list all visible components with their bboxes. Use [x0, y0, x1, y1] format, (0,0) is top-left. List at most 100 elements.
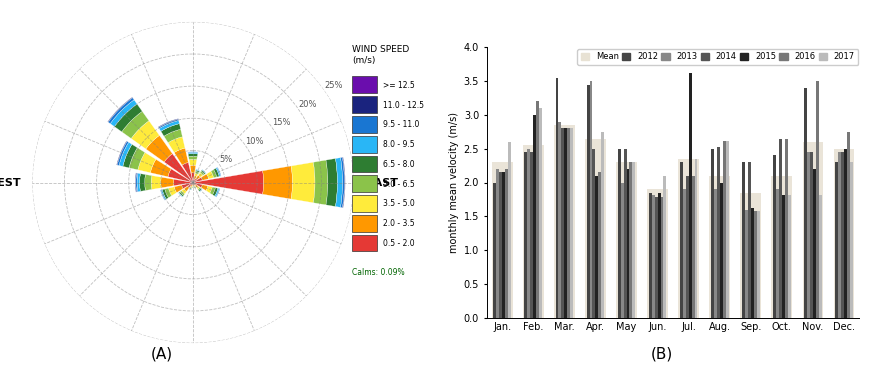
Bar [632, 162, 635, 318]
Bar [819, 195, 822, 318]
Bar [748, 162, 751, 318]
Bar [194, 185, 196, 187]
Bar [190, 185, 192, 187]
Bar [160, 190, 165, 200]
Bar [195, 173, 198, 177]
Bar [717, 147, 720, 318]
Bar [139, 174, 146, 191]
Bar [589, 81, 593, 318]
Bar [835, 162, 838, 318]
Bar [772, 176, 792, 318]
Bar [720, 182, 723, 318]
Bar [494, 182, 496, 318]
Bar [194, 176, 196, 179]
Bar [353, 235, 377, 251]
Bar [189, 188, 191, 189]
Bar [505, 169, 508, 318]
Bar [188, 152, 198, 154]
Bar [326, 158, 338, 207]
Bar [723, 141, 725, 318]
Bar [188, 152, 198, 153]
Bar [193, 182, 203, 188]
Bar [353, 195, 377, 212]
Bar [108, 98, 134, 124]
Bar [533, 115, 536, 318]
Bar [834, 149, 854, 318]
Bar [776, 189, 779, 318]
Bar [188, 182, 193, 188]
Bar [844, 149, 847, 318]
Bar [602, 132, 604, 318]
Bar [196, 170, 200, 173]
Bar [200, 171, 204, 176]
Bar [536, 101, 539, 318]
Bar [193, 182, 194, 184]
Bar [539, 108, 542, 318]
Bar [773, 155, 776, 318]
Bar [196, 185, 198, 188]
Legend: Mean, 2012, 2013, 2014, 2015, 2016, 2017: Mean, 2012, 2013, 2014, 2015, 2016, 2017 [577, 49, 859, 65]
Bar [159, 119, 179, 128]
Text: 8.0 - 9.5: 8.0 - 9.5 [383, 140, 415, 149]
Bar [682, 189, 686, 318]
Bar [201, 174, 209, 180]
Bar [198, 187, 201, 191]
Bar [559, 122, 561, 318]
Bar [658, 193, 660, 318]
Text: 11.0 - 12.5: 11.0 - 12.5 [383, 101, 424, 110]
Bar [841, 152, 844, 318]
Bar [161, 189, 167, 200]
Bar [807, 152, 810, 318]
Bar [585, 139, 606, 318]
Bar [191, 173, 195, 182]
Bar [788, 195, 791, 318]
Bar [202, 169, 206, 174]
Bar [193, 184, 195, 186]
Bar [353, 96, 377, 113]
Bar [524, 152, 527, 318]
Bar [751, 208, 753, 318]
Bar [781, 195, 785, 318]
Text: WEST: WEST [0, 177, 21, 188]
Bar [785, 139, 788, 318]
Bar [145, 174, 152, 191]
Text: 6.5 - 8.0: 6.5 - 8.0 [383, 160, 415, 169]
Bar [678, 159, 699, 318]
Bar [201, 170, 205, 174]
Bar [810, 152, 813, 318]
Bar [192, 186, 194, 187]
Bar [150, 159, 171, 177]
Bar [664, 176, 667, 318]
Bar [193, 182, 196, 186]
Bar [214, 168, 219, 177]
Bar [207, 171, 214, 179]
Bar [725, 141, 729, 318]
Bar [353, 215, 377, 231]
Bar [196, 175, 200, 180]
Bar [132, 121, 160, 149]
Bar [192, 184, 194, 186]
Bar [196, 186, 200, 189]
Bar [531, 152, 533, 318]
Bar [162, 189, 168, 199]
Bar [179, 192, 183, 197]
Bar [193, 179, 195, 182]
Bar [189, 187, 192, 189]
Bar [621, 182, 624, 318]
Bar [660, 197, 664, 318]
Bar [178, 193, 183, 197]
Text: 3.5 - 5.0: 3.5 - 5.0 [383, 199, 415, 208]
Bar [160, 177, 174, 188]
Bar [123, 144, 138, 168]
Bar [353, 77, 377, 93]
Text: Calms: 0.09%: Calms: 0.09% [353, 268, 405, 277]
Bar [742, 162, 745, 318]
Bar [137, 173, 140, 192]
Bar [527, 149, 531, 318]
Bar [692, 176, 695, 318]
Bar [175, 148, 189, 165]
Bar [503, 172, 505, 318]
Bar [164, 129, 182, 143]
Bar [138, 153, 156, 173]
Bar [206, 186, 212, 193]
